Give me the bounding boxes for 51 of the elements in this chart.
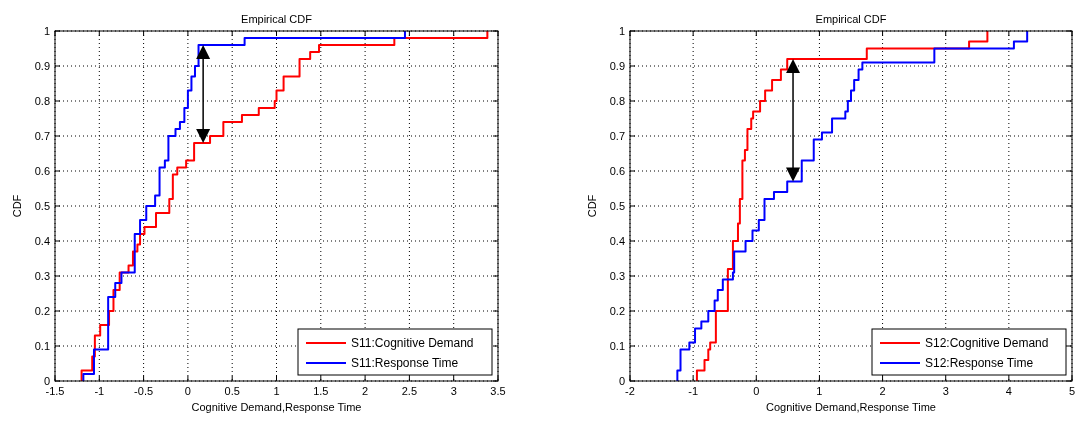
chart-title: Empirical CDF bbox=[815, 13, 887, 25]
x-axis-title: Cognitive Demand,Response Time bbox=[191, 401, 362, 413]
x-tick-label: 3.5 bbox=[490, 385, 506, 397]
y-tick-label: 0.8 bbox=[34, 95, 50, 107]
y-tick-label: 0.9 bbox=[609, 60, 625, 72]
y-tick-label: 0 bbox=[618, 375, 625, 387]
y-tick-label: 0.2 bbox=[609, 305, 625, 317]
y-tick-label: 0.1 bbox=[609, 340, 625, 352]
x-tick-label: 2.5 bbox=[401, 385, 418, 397]
y-tick-label: 0.6 bbox=[609, 165, 625, 177]
x-tick-label: 0 bbox=[753, 385, 760, 397]
x-tick-label: 2 bbox=[362, 385, 369, 397]
y-tick-label: 0.4 bbox=[609, 235, 625, 247]
x-tick-label: -0.5 bbox=[134, 385, 154, 397]
y-tick-label: 0.3 bbox=[609, 270, 625, 282]
y-axis-title: CDF bbox=[586, 194, 598, 218]
x-tick-label: -1.5 bbox=[45, 385, 65, 397]
y-tick-label: 0.5 bbox=[34, 200, 50, 212]
y-tick-label: 0.5 bbox=[609, 200, 625, 212]
x-tick-label: 1 bbox=[273, 385, 280, 397]
legend-label: S11:Cognitive Demand bbox=[351, 336, 474, 350]
x-tick-label: 0 bbox=[184, 385, 191, 397]
y-tick-label: 0 bbox=[43, 375, 50, 387]
chart-title: Empirical CDF bbox=[241, 13, 313, 25]
y-tick-label: 0.9 bbox=[34, 60, 50, 72]
x-tick-label: -1 bbox=[94, 385, 105, 397]
x-tick-label: 1.5 bbox=[313, 385, 329, 397]
y-tick-label: 0.1 bbox=[34, 340, 50, 352]
x-tick-label: -1 bbox=[688, 385, 699, 397]
legend-label: S12:Response Time bbox=[925, 356, 1034, 370]
y-tick-label: 1 bbox=[43, 25, 50, 37]
legend-label: S11:Response Time bbox=[351, 356, 459, 370]
x-tick-label: 1 bbox=[816, 385, 823, 397]
x-tick-label: 4 bbox=[1005, 385, 1012, 397]
y-tick-label: 0.2 bbox=[34, 305, 50, 317]
x-tick-label: 2 bbox=[879, 385, 886, 397]
x-tick-label: -2 bbox=[625, 385, 635, 397]
y-tick-label: 0.6 bbox=[34, 165, 50, 177]
x-tick-label: 3 bbox=[450, 385, 457, 397]
x-tick-label: 5 bbox=[1068, 385, 1076, 397]
y-tick-label: 0.7 bbox=[609, 130, 625, 142]
y-tick-label: 0.3 bbox=[34, 270, 50, 282]
y-tick-label: 0.8 bbox=[609, 95, 625, 107]
y-tick-label: 1 bbox=[618, 25, 625, 37]
legend-label: S12:Cognitive Demand bbox=[925, 336, 1049, 350]
x-axis-title: Cognitive Demand,Response Time bbox=[766, 401, 936, 413]
y-axis-title: CDF bbox=[11, 194, 23, 218]
x-tick-label: 3 bbox=[942, 385, 949, 397]
y-tick-label: 0.4 bbox=[34, 235, 50, 247]
y-tick-label: 0.7 bbox=[34, 130, 50, 142]
x-tick-label: 0.5 bbox=[224, 385, 240, 397]
